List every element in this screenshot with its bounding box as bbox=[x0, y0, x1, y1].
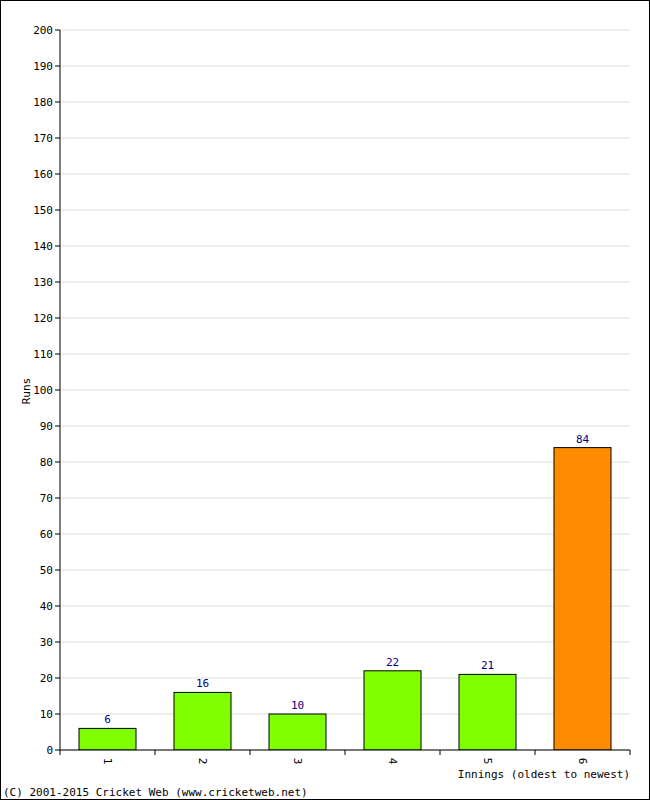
grid-line bbox=[60, 678, 630, 679]
bar bbox=[554, 448, 611, 750]
grid-line bbox=[60, 318, 630, 319]
frame bbox=[1, 1, 650, 800]
y-tick bbox=[55, 714, 60, 715]
y-tick bbox=[55, 282, 60, 283]
y-tick bbox=[55, 66, 60, 67]
y-tick-label: 180 bbox=[33, 96, 53, 109]
y-tick-label: 110 bbox=[33, 348, 53, 361]
grid-line bbox=[60, 66, 630, 67]
x-tick-label: 5 bbox=[481, 758, 494, 765]
y-tick-label: 160 bbox=[33, 168, 53, 181]
y-tick-label: 80 bbox=[40, 456, 53, 469]
grid-line bbox=[60, 210, 630, 211]
bars bbox=[79, 448, 611, 750]
grid-line bbox=[60, 246, 630, 247]
x-tick bbox=[155, 750, 156, 755]
x-tick bbox=[345, 750, 346, 755]
data-label: 6 bbox=[104, 713, 111, 726]
y-tick-label: 0 bbox=[46, 744, 53, 757]
grid-line bbox=[60, 138, 630, 139]
x-tick bbox=[535, 750, 536, 755]
y-tick bbox=[55, 102, 60, 103]
y-tick bbox=[55, 462, 60, 463]
y-tick-label: 40 bbox=[40, 600, 53, 613]
y-tick bbox=[55, 210, 60, 211]
y-axis bbox=[60, 30, 61, 750]
x-tick bbox=[60, 750, 61, 755]
y-tick bbox=[55, 534, 60, 535]
y-tick bbox=[55, 354, 60, 355]
y-tick-label: 170 bbox=[33, 132, 53, 145]
data-label: 10 bbox=[291, 699, 304, 712]
y-tick bbox=[55, 678, 60, 679]
y-tick-label: 100 bbox=[33, 384, 53, 397]
grid-line bbox=[60, 30, 630, 31]
chart: 0102030405060708090100110120130140150160… bbox=[0, 0, 650, 800]
y-tick-label: 120 bbox=[33, 312, 53, 325]
data-label: 22 bbox=[386, 656, 399, 669]
y-tick-label: 10 bbox=[40, 708, 53, 721]
y-tick bbox=[55, 426, 60, 427]
bar bbox=[459, 674, 516, 750]
x-tick bbox=[630, 750, 631, 755]
grid-line bbox=[60, 714, 630, 715]
y-tick bbox=[55, 30, 60, 31]
x-tick-label: 6 bbox=[576, 758, 589, 765]
y-tick bbox=[55, 138, 60, 139]
data-label: 21 bbox=[481, 659, 494, 672]
y-tick bbox=[55, 498, 60, 499]
grid-line bbox=[60, 642, 630, 643]
grid-line bbox=[60, 174, 630, 175]
grid-line bbox=[60, 498, 630, 499]
y-tick bbox=[55, 570, 60, 571]
grid-line bbox=[60, 390, 630, 391]
x-tick-label: 3 bbox=[291, 758, 304, 765]
bar bbox=[174, 692, 231, 750]
x-tick bbox=[440, 750, 441, 755]
y-tick-label: 90 bbox=[40, 420, 53, 433]
y-tick-label: 130 bbox=[33, 276, 53, 289]
bar bbox=[79, 728, 136, 750]
grid-line bbox=[60, 570, 630, 571]
grid-line bbox=[60, 534, 630, 535]
y-tick bbox=[55, 246, 60, 247]
y-tick bbox=[55, 750, 60, 751]
y-tick-label: 60 bbox=[40, 528, 53, 541]
y-axis-label: Runs bbox=[20, 378, 33, 405]
bar bbox=[364, 671, 421, 750]
y-tick bbox=[55, 642, 60, 643]
y-tick-label: 140 bbox=[33, 240, 53, 253]
footer-annotation: (C) 2001-2015 Cricket Web (www.cricketwe… bbox=[3, 786, 308, 799]
y-tick-label: 20 bbox=[40, 672, 53, 685]
y-tick-label: 150 bbox=[33, 204, 53, 217]
x-tick-label: 1 bbox=[101, 758, 114, 765]
grid-line bbox=[60, 462, 630, 463]
y-tick-label: 200 bbox=[33, 24, 53, 37]
y-tick bbox=[55, 390, 60, 391]
grid-line bbox=[60, 354, 630, 355]
x-tick-label: 4 bbox=[386, 758, 399, 765]
x-tick bbox=[250, 750, 251, 755]
grid-line bbox=[60, 282, 630, 283]
y-tick bbox=[55, 606, 60, 607]
x-tick-label: 2 bbox=[196, 758, 209, 765]
y-tick-label: 190 bbox=[33, 60, 53, 73]
y-tick bbox=[55, 318, 60, 319]
grid-line bbox=[60, 606, 630, 607]
y-tick-label: 30 bbox=[40, 636, 53, 649]
x-axis-label: Innings (oldest to newest) bbox=[458, 768, 630, 781]
y-tick-label: 50 bbox=[40, 564, 53, 577]
grid-line bbox=[60, 426, 630, 427]
y-tick-label: 70 bbox=[40, 492, 53, 505]
data-label: 84 bbox=[576, 433, 590, 446]
y-tick bbox=[55, 174, 60, 175]
data-label: 16 bbox=[196, 677, 209, 690]
bar bbox=[269, 714, 326, 750]
grid-line bbox=[60, 102, 630, 103]
